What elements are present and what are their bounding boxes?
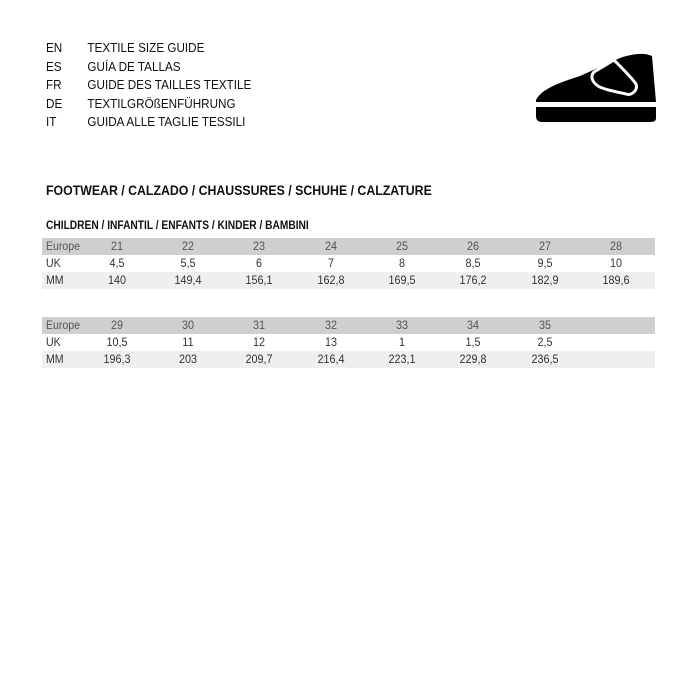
- row-label: Europe: [46, 239, 81, 253]
- language-code: EN: [46, 40, 63, 55]
- row-label: UK: [46, 256, 61, 270]
- row-label: Europe: [46, 318, 81, 332]
- table-cell: 5,5: [180, 256, 196, 270]
- language-code: IT: [46, 114, 57, 129]
- table-cell: 31: [252, 318, 266, 332]
- table-cell: 7: [327, 256, 335, 270]
- table-cell: 216,4: [317, 352, 345, 366]
- table-cell: 6: [255, 256, 263, 270]
- table-cell: 176,2: [459, 273, 487, 287]
- table-cell: 10: [609, 256, 623, 270]
- language-line: FR GUIDE DES TAILLES TEXTILE: [46, 76, 251, 94]
- table-cell: 28: [609, 239, 623, 253]
- table-cell: 4,5: [109, 256, 125, 270]
- table-row-europe: Europe 29 30 31 32 33 34 35: [42, 317, 655, 334]
- table-cell: 9,5: [537, 256, 553, 270]
- table-cell: 169,5: [388, 273, 416, 287]
- language-title: GUIDE DES TAILLES TEXTILE: [87, 77, 252, 92]
- table-cell: 140: [107, 273, 127, 287]
- table-cell: 10,5: [106, 335, 128, 349]
- row-label: MM: [46, 273, 64, 287]
- table-row-mm: MM 140 149,4 156,1 162,8 169,5 176,2 182,9 189,6: [42, 272, 655, 289]
- table-row-mm: MM 196,3 203 209,7 216,4 223,1 229,8 236,5: [42, 351, 655, 368]
- table-cell: 229,8: [459, 352, 487, 366]
- table-cell: 236,5: [531, 352, 559, 366]
- table-cell: 2,5: [537, 335, 553, 349]
- table-cell: 26: [466, 239, 480, 253]
- size-table-1: Europe 21 22 23 24 25 26 27 28 UK 4,5 5,5 6 7 8 8,5 9,5 1…: [42, 238, 655, 289]
- table-cell: 209,7: [245, 352, 273, 366]
- table-row-europe: Europe 21 22 23 24 25 26 27 28: [42, 238, 655, 255]
- table-cell: 12: [252, 335, 266, 349]
- table-cell: 13: [324, 335, 338, 349]
- language-code: DE: [46, 95, 63, 111]
- language-line: EN TEXTILE SIZE GUIDE: [46, 39, 204, 57]
- size-table-2: Europe 29 30 31 32 33 34 35 UK 10,5 11 12 13 1 1,5 2,5 M…: [42, 317, 655, 368]
- language-line: DE TEXTILGRÖßENFÜHRUNG: [46, 95, 236, 113]
- table-cell: 223,1: [388, 352, 416, 366]
- table-cell: 162,8: [317, 273, 345, 287]
- table-cell: 11: [182, 335, 194, 349]
- row-label: UK: [46, 335, 61, 349]
- table-cell: 25: [395, 239, 409, 253]
- language-line: ES GUÍA DE TALLAS: [46, 58, 181, 76]
- table-cell: 1,5: [465, 335, 481, 349]
- language-title: TEXTILE SIZE GUIDE: [87, 40, 205, 55]
- section-title: FOOTWEAR / CALZADO / CHAUSSURES / SCHUHE…: [46, 182, 432, 198]
- table-cell: 35: [538, 318, 552, 332]
- table-cell: 33: [395, 318, 409, 332]
- table-cell: 30: [181, 318, 195, 332]
- table-cell: 22: [181, 239, 195, 253]
- language-title: GUÍA DE TALLAS: [87, 58, 181, 74]
- table-cell: 196,3: [103, 352, 131, 366]
- table-cell: 8,5: [465, 256, 481, 270]
- table-cell: 182,9: [531, 273, 559, 287]
- shoe-icon: [536, 53, 656, 122]
- table-cell: 23: [252, 239, 266, 253]
- table-cell: 156,1: [245, 273, 273, 287]
- table-cell: 27: [538, 239, 552, 253]
- table-cell: 203: [178, 352, 198, 366]
- table-row-uk: UK 10,5 11 12 13 1 1,5 2,5: [42, 334, 655, 351]
- table-cell: 21: [110, 239, 124, 253]
- language-code: FR: [46, 77, 62, 92]
- table-cell: 8: [398, 256, 406, 270]
- table-cell: 34: [466, 318, 480, 332]
- language-line: IT GUIDA ALLE TAGLIE TESSILI: [46, 113, 245, 131]
- table-cell: 32: [324, 318, 338, 332]
- table-cell: 29: [110, 318, 124, 332]
- language-title: GUIDA ALLE TAGLIE TESSILI: [87, 114, 246, 129]
- language-title: TEXTILGRÖßENFÜHRUNG: [87, 95, 236, 111]
- language-code: ES: [46, 58, 62, 74]
- table-cell: 189,6: [602, 273, 630, 287]
- table-cell: 149,4: [174, 273, 202, 287]
- table-row-uk: UK 4,5 5,5 6 7 8 8,5 9,5 10: [42, 255, 655, 272]
- table-cell: 1: [398, 335, 406, 349]
- row-label: MM: [46, 352, 64, 366]
- table-cell: 24: [324, 239, 338, 253]
- subsection-title: CHILDREN / INFANTIL / ENFANTS / KINDER /…: [46, 218, 309, 232]
